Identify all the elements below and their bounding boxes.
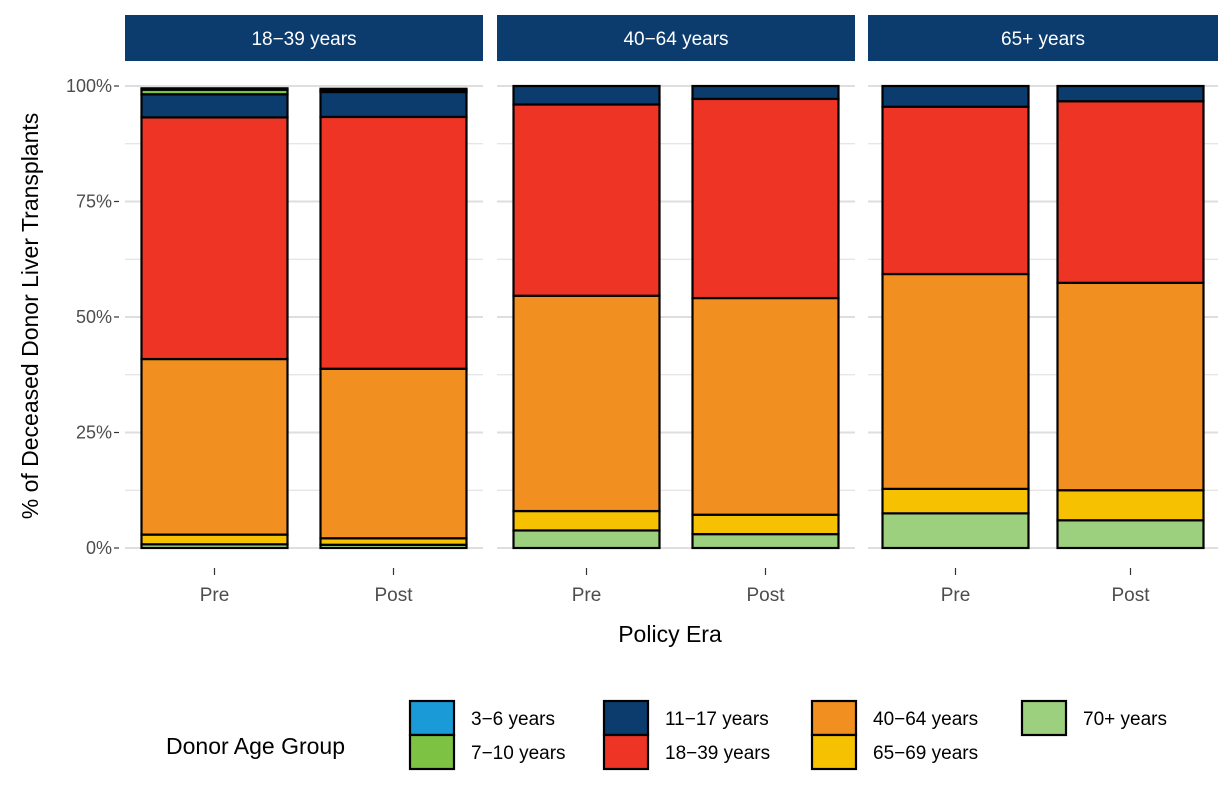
x-tick-label: Post bbox=[374, 585, 413, 606]
bar-segment-18-39 bbox=[512, 103, 661, 297]
y-axis-title: % of Deceased Donor Liver Transplants bbox=[17, 113, 43, 520]
bar-segment-65-69 bbox=[1056, 489, 1205, 522]
y-tick-label: 100% bbox=[66, 76, 112, 96]
facet-strips: 18−39 years 40−64 years 65+ years bbox=[125, 15, 1218, 61]
legend-key bbox=[810, 733, 858, 771]
bar-segment-18-39 bbox=[319, 115, 468, 370]
facet-strip bbox=[497, 15, 855, 61]
bar-segment-11-17 bbox=[512, 84, 661, 106]
facet-strip-label: 40−64 years bbox=[623, 29, 728, 50]
x-axis-title: Policy Era bbox=[618, 621, 722, 647]
bar-segment-18-39 bbox=[140, 116, 289, 361]
bar-segment-11-17 bbox=[319, 90, 468, 119]
legend-label: 3−6 years bbox=[471, 709, 555, 730]
x-tick-label: Pre bbox=[572, 585, 602, 606]
bar-segment-70+ bbox=[691, 533, 840, 550]
x-tick-label: Pre bbox=[200, 585, 230, 606]
legend-label: 70+ years bbox=[1083, 709, 1167, 730]
facet-strip bbox=[125, 15, 483, 61]
bar-segment-70+ bbox=[881, 512, 1030, 550]
x-tick-label: Post bbox=[746, 585, 785, 606]
bar-segment-3-6 bbox=[140, 87, 289, 91]
bar-segment-40-64 bbox=[319, 367, 468, 540]
legend-title: Donor Age Group bbox=[166, 733, 345, 759]
bar-segment-11-17 bbox=[1056, 84, 1205, 103]
legend-key bbox=[408, 699, 456, 737]
y-axis: 0% 25% 50% 75% 100% bbox=[66, 76, 119, 558]
facet-strip-label: 65+ years bbox=[1001, 29, 1085, 50]
facet-strip-label: 18−39 years bbox=[251, 29, 356, 50]
x-axis: Pre Post Pre Post Pre Post bbox=[200, 568, 1150, 606]
legend-label: 7−10 years bbox=[471, 743, 566, 764]
y-tick-label: 25% bbox=[76, 423, 112, 443]
bar-segment-18-39 bbox=[691, 97, 840, 300]
legend-label: 11−17 years bbox=[665, 709, 769, 730]
bars bbox=[140, 84, 1205, 550]
bar-segment-40-64 bbox=[881, 272, 1030, 490]
bar-segment-11-17 bbox=[881, 84, 1030, 108]
bar-segment-40-64 bbox=[1056, 281, 1205, 492]
legend-key bbox=[1020, 699, 1068, 737]
bar-segment-70+ bbox=[1056, 519, 1205, 550]
bar-segment-65-69 bbox=[512, 509, 661, 532]
facet-strip bbox=[868, 15, 1218, 61]
legend-label: 65−69 years bbox=[873, 743, 978, 764]
bar-segment-11-17 bbox=[691, 84, 840, 101]
bar-segment-3-6 bbox=[319, 87, 468, 92]
bar-segment-11-17 bbox=[140, 93, 289, 119]
legend-label: 40−64 years bbox=[873, 709, 978, 730]
y-tick-label: 75% bbox=[76, 192, 112, 212]
x-tick-label: Post bbox=[1111, 585, 1150, 606]
bar-segment-40-64 bbox=[512, 294, 661, 513]
bar-segment-70+ bbox=[512, 529, 661, 550]
bar-segment-40-64 bbox=[691, 296, 840, 516]
bar-segment-65-69 bbox=[140, 533, 289, 546]
y-tick-label: 0% bbox=[86, 538, 112, 558]
bar-segment-65-69 bbox=[881, 487, 1030, 515]
legend: Donor Age Group 3−6 years 7−10 years 11−17… bbox=[166, 699, 1167, 771]
bar-segment-18-39 bbox=[1056, 100, 1205, 284]
bar-segment-65-69 bbox=[691, 513, 840, 536]
legend-key bbox=[602, 733, 650, 771]
bar-segment-40-64 bbox=[140, 357, 289, 536]
grid-lines bbox=[125, 85, 1218, 549]
legend-key bbox=[810, 699, 858, 737]
legend-label: 18−39 years bbox=[665, 743, 770, 764]
bar-segment-18-39 bbox=[881, 105, 1030, 276]
legend-key bbox=[602, 699, 650, 737]
y-tick-label: 50% bbox=[76, 307, 112, 327]
legend-key bbox=[408, 733, 456, 771]
x-tick-label: Pre bbox=[941, 585, 971, 606]
